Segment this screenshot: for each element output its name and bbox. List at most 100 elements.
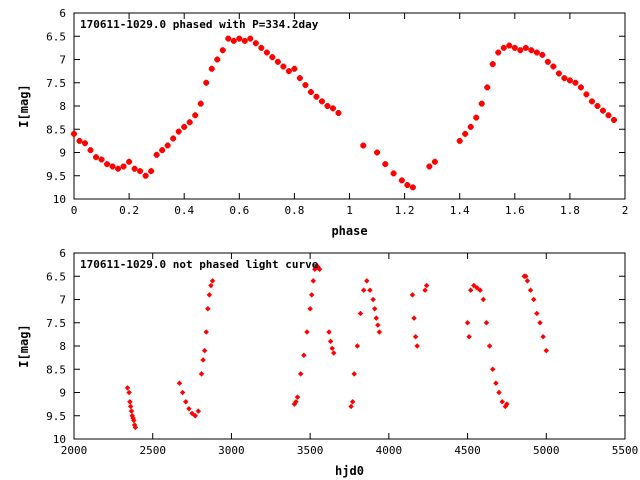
data-point — [572, 79, 579, 86]
x-tick-label: 4500 — [454, 444, 481, 457]
data-point — [506, 42, 513, 49]
data-point — [197, 100, 204, 107]
data-point — [214, 56, 221, 63]
phased-light-curve-panel: 0 0.2 0.4 0.6 0.8 1 1.2 1.4 1.6 1.8 2 6 6.5 7 7.5 8 8.5… — [17, 7, 628, 238]
data-point — [209, 278, 216, 284]
data-point — [462, 130, 469, 137]
data-point — [431, 158, 438, 165]
data-points — [124, 264, 550, 431]
y-axis-label: I[mag] — [17, 84, 31, 127]
plot-frame — [73, 12, 626, 200]
data-point — [269, 54, 276, 61]
data-point — [76, 137, 83, 144]
y-tick-label: 8.5 — [46, 363, 66, 376]
data-point — [534, 310, 540, 317]
data-point — [588, 98, 595, 105]
data-point — [555, 70, 562, 77]
y-tick-label: 7.5 — [46, 317, 66, 330]
data-point — [490, 366, 496, 372]
data-point — [124, 385, 131, 391]
data-point — [331, 350, 337, 356]
data-point — [198, 371, 205, 377]
y-tick-label: 8 — [59, 100, 66, 113]
y-tick-label: 10 — [53, 193, 66, 206]
data-point — [313, 93, 320, 100]
data-point — [537, 320, 543, 326]
data-point — [577, 84, 584, 91]
data-point — [301, 352, 307, 359]
data-point — [561, 75, 568, 82]
data-point — [414, 343, 420, 349]
data-point — [335, 109, 342, 116]
data-point — [71, 130, 77, 137]
data-point — [398, 177, 405, 184]
data-point — [127, 403, 134, 410]
data-point — [131, 165, 138, 172]
data-point — [82, 140, 89, 147]
data-point — [127, 399, 133, 405]
data-point — [308, 292, 315, 298]
data-point — [87, 147, 94, 154]
data-point — [324, 103, 331, 109]
data-point — [200, 357, 206, 363]
x-tick-label: 0 — [71, 204, 78, 217]
data-point — [318, 98, 325, 105]
x-tick-label: 1.8 — [560, 204, 580, 217]
data-point — [258, 44, 265, 51]
y-tick-labels: 6 6.5 7 7.5 8 8.5 9 9.5 10 — [46, 7, 66, 206]
data-point — [426, 163, 433, 170]
data-point — [566, 77, 573, 84]
data-point — [423, 282, 430, 289]
data-point — [241, 37, 248, 44]
data-point — [115, 165, 122, 172]
data-point — [203, 79, 210, 86]
x-tick-label: 3500 — [297, 444, 324, 457]
data-point — [496, 389, 502, 396]
y-tick-label: 6 — [59, 7, 66, 20]
data-point — [183, 399, 189, 405]
axis-ticks — [73, 12, 626, 200]
x-tick-label: 2500 — [139, 444, 166, 457]
data-point — [126, 389, 132, 396]
data-point — [327, 338, 334, 345]
data-point — [364, 278, 370, 284]
data-point — [543, 347, 550, 354]
data-point — [412, 333, 419, 340]
data-point — [192, 112, 199, 119]
data-point — [486, 343, 493, 349]
data-point — [329, 105, 336, 112]
data-point — [527, 287, 534, 293]
data-point — [93, 154, 100, 161]
data-point — [132, 424, 139, 431]
data-point — [297, 371, 304, 377]
data-point — [307, 306, 313, 312]
data-point — [528, 47, 535, 54]
data-point — [474, 285, 480, 291]
data-point — [131, 417, 137, 424]
plot-frame — [73, 252, 626, 440]
data-point — [367, 287, 373, 293]
data-point — [186, 406, 192, 412]
data-point — [201, 347, 208, 354]
data-point — [466, 333, 472, 340]
x-tick-label: 2 — [622, 204, 629, 217]
x-tick-label: 1.6 — [505, 204, 525, 217]
data-point — [186, 119, 193, 126]
y-tick-label: 6.5 — [46, 30, 66, 43]
y-tick-label: 8.5 — [46, 123, 66, 136]
x-tick-labels: 0 0.2 0.4 0.6 0.8 1 1.2 1.4 1.6 1.8 2 — [71, 204, 629, 217]
data-point — [164, 142, 171, 149]
data-point — [307, 89, 314, 96]
x-tick-label: 1 — [346, 204, 353, 217]
x-tick-labels: 2000 2500 3000 3500 4000 4500 5000 5500 — [61, 444, 639, 457]
y-tick-label: 9 — [59, 387, 66, 400]
data-point — [263, 49, 270, 56]
data-point — [376, 329, 383, 335]
data-point — [371, 306, 378, 312]
data-point — [539, 51, 546, 58]
data-point — [523, 273, 529, 279]
data-point — [478, 100, 485, 107]
data-point — [422, 287, 428, 293]
data-point — [467, 123, 474, 130]
